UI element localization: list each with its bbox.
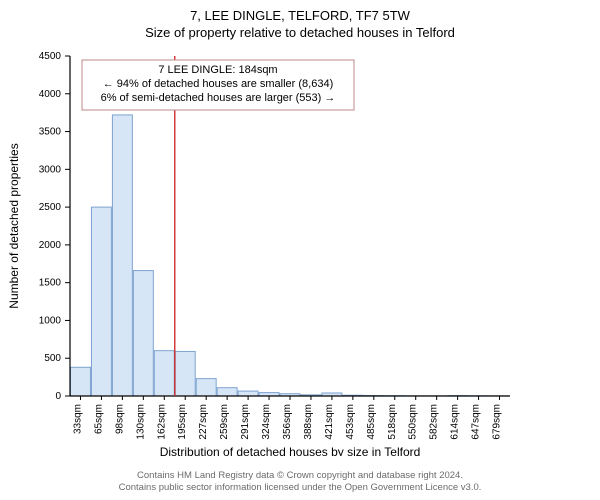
svg-text:421sqm: 421sqm <box>324 404 335 440</box>
svg-text:356sqm: 356sqm <box>282 404 293 440</box>
svg-text:65sqm: 65sqm <box>93 404 104 434</box>
svg-text:324sqm: 324sqm <box>261 404 272 440</box>
svg-text:4500: 4500 <box>39 51 62 62</box>
svg-text:1500: 1500 <box>39 278 62 289</box>
svg-text:33sqm: 33sqm <box>72 404 83 434</box>
svg-text:130sqm: 130sqm <box>135 404 146 440</box>
svg-text:2500: 2500 <box>39 202 62 213</box>
svg-text:647sqm: 647sqm <box>471 404 482 440</box>
svg-text:6% of semi-detached houses are: 6% of semi-detached houses are larger (5… <box>101 92 336 104</box>
svg-text:2000: 2000 <box>39 240 62 251</box>
histogram-chart: 0 500 1000 1500 2000 2500 3000 3500 4000 4500 33sq… <box>0 46 600 456</box>
svg-text:582sqm: 582sqm <box>429 404 440 440</box>
svg-text:0: 0 <box>55 391 61 402</box>
page-title-line1: 7, LEE DINGLE, TELFORD, TF7 5TW <box>0 0 600 23</box>
page-title-line2: Size of property relative to detached ho… <box>0 23 600 40</box>
svg-text:7 LEE DINGLE: 184sqm: 7 LEE DINGLE: 184sqm <box>158 64 277 76</box>
svg-text:Number of detached properties: Number of detached properties <box>7 143 21 308</box>
svg-text:162sqm: 162sqm <box>156 404 167 440</box>
svg-text:98sqm: 98sqm <box>114 404 125 434</box>
svg-text:1000: 1000 <box>39 315 62 326</box>
svg-text:614sqm: 614sqm <box>450 404 461 440</box>
svg-text:291sqm: 291sqm <box>240 404 251 440</box>
svg-text:453sqm: 453sqm <box>345 404 356 440</box>
svg-text:3000: 3000 <box>39 164 62 175</box>
svg-text:259sqm: 259sqm <box>219 404 230 440</box>
svg-text:4000: 4000 <box>39 89 62 100</box>
svg-text:485sqm: 485sqm <box>366 404 377 440</box>
svg-text:195sqm: 195sqm <box>177 404 188 440</box>
svg-text:← 94% of detached houses are s: ← 94% of detached houses are smaller (8,… <box>103 78 334 90</box>
svg-text:500: 500 <box>44 353 61 364</box>
footer-line2: Contains public sector information licen… <box>0 482 600 494</box>
footer-attribution: Contains HM Land Registry data © Crown c… <box>0 470 600 494</box>
svg-text:Distribution of detached house: Distribution of detached houses by size … <box>160 445 421 456</box>
svg-text:388sqm: 388sqm <box>303 404 314 440</box>
svg-text:3500: 3500 <box>39 127 62 138</box>
svg-text:550sqm: 550sqm <box>408 404 419 440</box>
svg-text:227sqm: 227sqm <box>198 404 209 440</box>
svg-text:518sqm: 518sqm <box>387 404 398 440</box>
svg-text:679sqm: 679sqm <box>492 404 503 440</box>
footer-line1: Contains HM Land Registry data © Crown c… <box>0 470 600 482</box>
